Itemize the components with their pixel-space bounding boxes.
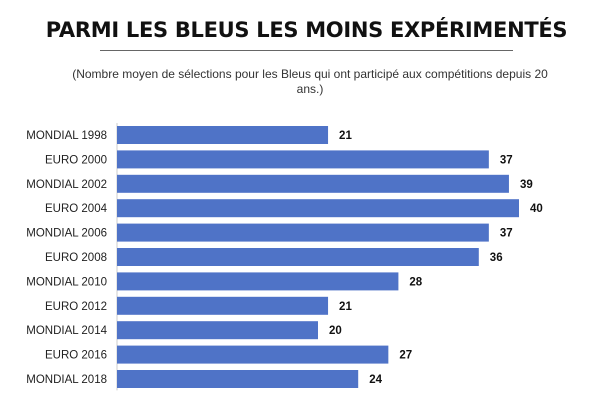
category-label: MONDIAL 1998 <box>26 130 107 142</box>
category-label: EURO 2000 <box>45 154 107 166</box>
bar <box>117 296 329 315</box>
value-label: 27 <box>399 350 412 362</box>
category-label: MONDIAL 2010 <box>26 276 107 288</box>
value-label: 21 <box>339 130 352 142</box>
bar <box>117 345 389 364</box>
chart-title: PARMI LES BLEUS LES MOINS EXPÉRIMENTÉS <box>45 18 568 42</box>
bar <box>117 272 399 291</box>
value-label: 39 <box>520 179 533 191</box>
category-label: EURO 2004 <box>45 203 108 215</box>
bar <box>117 174 509 193</box>
bar <box>117 223 489 242</box>
value-label: 40 <box>530 203 543 215</box>
category-label: EURO 2012 <box>45 301 107 313</box>
value-label: 21 <box>339 301 352 313</box>
title-divider <box>100 50 513 51</box>
category-label: EURO 2016 <box>45 350 107 362</box>
value-label: 28 <box>409 276 422 288</box>
value-label: 36 <box>490 252 503 264</box>
bar <box>117 199 519 218</box>
category-label: MONDIAL 2006 <box>26 228 107 240</box>
bar <box>117 150 489 169</box>
value-label: 37 <box>500 228 513 240</box>
chart-subtitle: (Nombre moyen de sélections pour les Ble… <box>72 67 548 96</box>
bar <box>117 321 318 340</box>
value-label: 37 <box>500 154 513 166</box>
bar <box>117 370 359 388</box>
value-label: 20 <box>329 325 342 337</box>
bar <box>117 126 329 144</box>
category-label: MONDIAL 2002 <box>26 179 107 191</box>
bar <box>117 248 479 266</box>
category-label: MONDIAL 2014 <box>26 325 107 337</box>
category-label: EURO 2008 <box>45 252 107 264</box>
value-label: 24 <box>369 374 382 386</box>
category-label: MONDIAL 2018 <box>26 374 107 386</box>
